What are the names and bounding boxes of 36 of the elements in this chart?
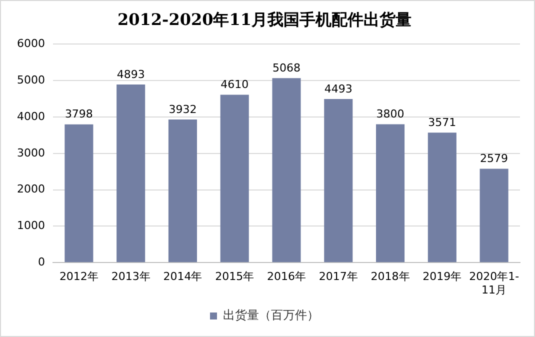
data-label: 4493 <box>324 82 352 96</box>
bar <box>64 124 94 262</box>
x-tick-label: 2013年 <box>111 270 150 284</box>
bar <box>324 99 353 262</box>
data-label: 3800 <box>376 108 404 121</box>
data-label: 3798 <box>64 108 93 121</box>
y-tick-label: 2000 <box>16 182 45 196</box>
y-tick-label: 6000 <box>16 37 45 50</box>
x-tick-label: 2016年 <box>266 270 306 284</box>
chart-title: 2012-2020年11月我国手机配件出货量 <box>118 10 412 29</box>
data-label: 2579 <box>480 152 508 166</box>
x-tick-label: 2020年1-11月 <box>469 270 520 296</box>
x-tick-label: 2017年 <box>318 270 358 284</box>
data-label: 4610 <box>220 78 249 92</box>
y-tick-label: 0 <box>38 255 45 268</box>
data-label: 3932 <box>168 102 197 116</box>
data-label: 3571 <box>428 116 456 129</box>
x-tick-label: 2019年 <box>422 270 462 284</box>
y-tick-label: 5000 <box>16 73 45 86</box>
data-label: 4893 <box>116 68 145 81</box>
legend-label: 出货量（百万件） <box>223 308 319 322</box>
bar <box>428 132 456 262</box>
x-tick-label: 2018年 <box>370 270 410 284</box>
bar <box>480 168 508 262</box>
x-tick-label: 2014年 <box>163 270 202 284</box>
bar <box>168 119 197 262</box>
data-label: 5068 <box>272 61 300 74</box>
bar <box>116 84 146 262</box>
y-tick-label: 3000 <box>16 146 45 160</box>
y-tick-label: 4000 <box>16 110 45 123</box>
bar <box>272 78 301 262</box>
bar <box>376 124 405 262</box>
x-tick-label: 2015年 <box>215 270 254 284</box>
x-tick-label: 2012年 <box>59 270 98 284</box>
bar <box>220 94 249 262</box>
y-tick-label: 1000 <box>16 219 45 232</box>
